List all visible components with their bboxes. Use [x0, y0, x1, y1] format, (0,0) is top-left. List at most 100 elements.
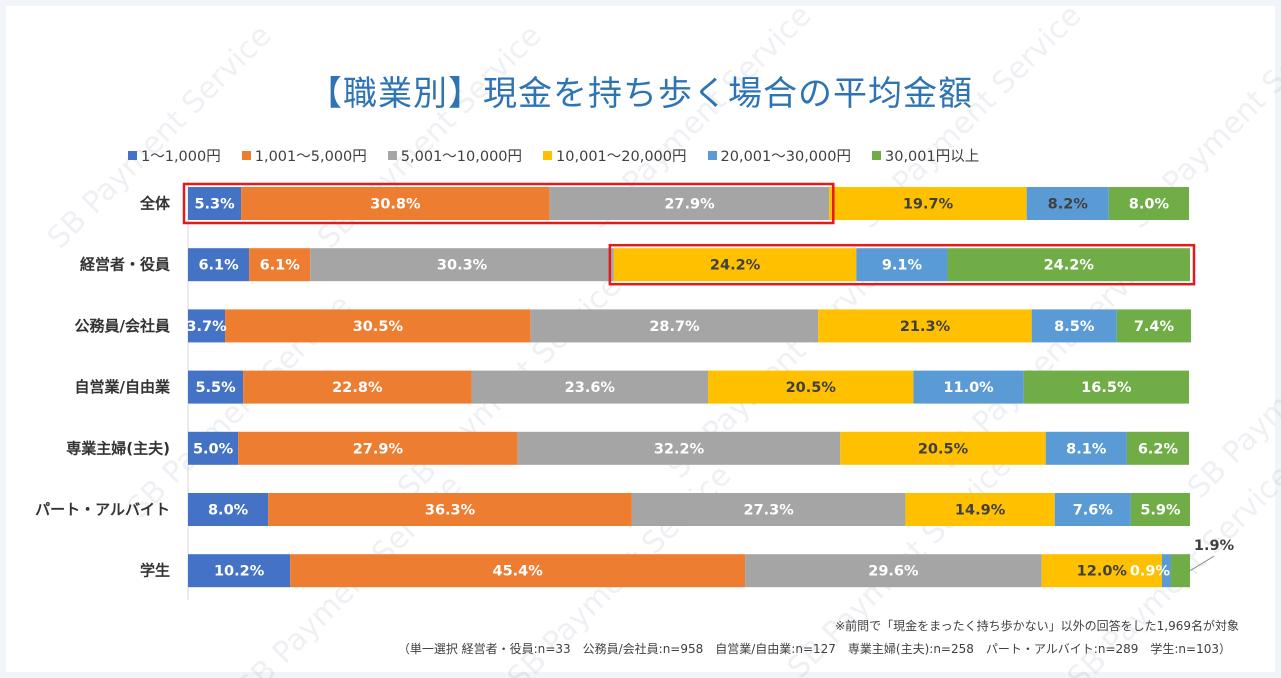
legend-item: 5,001～10,000円 — [387, 145, 523, 166]
bar-segment — [188, 248, 250, 282]
category-label: パート・アルバイト — [35, 501, 170, 519]
bar-segment — [249, 248, 311, 282]
bar-segment — [549, 187, 830, 220]
bar-segment — [1170, 554, 1190, 588]
bar-segment — [1023, 370, 1189, 404]
legend-item: 1～1,000円 — [128, 145, 221, 166]
data-label: 24.2% — [710, 258, 761, 274]
data-label: 7.4% — [1134, 319, 1175, 335]
data-label: 5.3% — [194, 197, 235, 213]
data-label: 24.2% — [1044, 258, 1095, 274]
data-label: 32.2% — [654, 441, 705, 457]
legend-swatch — [707, 150, 717, 160]
category-label: 経営者・役員 — [80, 256, 170, 274]
bar-segment — [241, 187, 550, 220]
legend-label: 5,001～10,000円 — [400, 148, 523, 165]
category-label: 自営業/自由業 — [75, 378, 171, 396]
category-label: 公務員/会社員 — [75, 317, 170, 335]
data-label: 12.0% — [1077, 564, 1128, 580]
bar-segment — [188, 554, 291, 588]
data-label: 22.8% — [332, 380, 383, 396]
data-label: 30.5% — [353, 319, 404, 335]
bar-segment — [188, 493, 269, 526]
legend-label: 1～1,000円 — [141, 148, 221, 165]
bar-segment — [840, 431, 1046, 465]
data-label: 5.0% — [193, 441, 234, 457]
bar-segment — [745, 554, 1042, 588]
data-label: 27.3% — [744, 503, 795, 519]
data-label: 8.0% — [208, 503, 249, 519]
bar-segment — [1041, 554, 1162, 588]
legend-item: 20,001～30,000円 — [707, 145, 851, 166]
data-label: 16.5% — [1081, 380, 1132, 396]
bar-segment — [188, 187, 242, 220]
bar-segment — [1161, 554, 1171, 588]
data-label: 11.0% — [943, 380, 994, 396]
data-label: 20.5% — [786, 380, 837, 396]
data-label: 30.3% — [437, 258, 488, 274]
data-label: 30.8% — [370, 197, 421, 213]
data-label: 8.2% — [1048, 197, 1089, 213]
category-label: 学生 — [140, 562, 170, 580]
legend-swatch — [872, 150, 881, 160]
data-label: 5.9% — [1140, 503, 1181, 519]
data-labels: 5.3% 30.8% 27.9% 19.7% 8.2% 8.0% 6.1% 6.1% 30.3%… — [186, 197, 1234, 580]
bar-segment — [818, 309, 1032, 343]
chart-title: 【職業別】現金を持ち歩く場合の平均金額 — [308, 74, 973, 114]
bar-segment — [613, 248, 857, 282]
bar-segment — [225, 309, 531, 343]
bar-segment — [268, 493, 632, 526]
footnote-sample-sizes: （単一選択 経営者・役員:n=33 公務員/会社員:n=958 自営業/自由業:… — [397, 642, 1231, 656]
data-label: 6.1% — [198, 258, 239, 274]
bar-segment — [1126, 431, 1189, 465]
bar-segment — [517, 431, 841, 465]
bar-segment — [1031, 309, 1117, 343]
bar-segment — [708, 370, 914, 404]
data-label: 21.3% — [900, 319, 951, 335]
legend-label: 30,001円以上 — [885, 148, 980, 165]
data-label: 19.7% — [903, 197, 954, 213]
legend-swatch — [241, 150, 251, 160]
bar-segment — [905, 493, 1055, 526]
bar-segments — [188, 187, 1192, 588]
legend-item: 30,001円以上 — [872, 145, 979, 166]
leader-line — [1189, 555, 1215, 572]
data-label: 0.9% — [1130, 564, 1171, 580]
legend-swatch — [543, 150, 553, 160]
category-label: 全体 — [139, 195, 171, 213]
data-label: 1.9% — [1194, 538, 1235, 554]
data-label: 20.5% — [918, 441, 969, 457]
data-label: 6.2% — [1138, 441, 1179, 457]
data-label: 8.0% — [1129, 197, 1170, 213]
bar-segment — [238, 431, 518, 465]
legend-label: 1,001～5,000円 — [254, 148, 367, 165]
category-label: 専業主婦(主夫) — [66, 439, 170, 457]
bar-segment — [1130, 493, 1190, 526]
bar-segment — [631, 493, 906, 526]
data-label: 29.6% — [868, 564, 919, 580]
data-label: 14.9% — [955, 503, 1006, 519]
data-label: 45.4% — [493, 564, 544, 580]
data-label: 3.7% — [186, 319, 227, 335]
legend-swatch — [128, 150, 137, 160]
data-label: 7.6% — [1073, 503, 1114, 519]
legend: 1～1,000円 1,001～5,000円 5,001～10,000円 10,001～… — [128, 145, 1000, 165]
data-label: 6.1% — [260, 258, 301, 274]
legend-item: 1,001～5,000円 — [241, 145, 367, 166]
bar-segment — [530, 309, 819, 343]
data-label: 28.7% — [649, 319, 700, 335]
bar-segment — [188, 431, 239, 465]
bar-segment — [1108, 187, 1189, 220]
legend-swatch — [387, 150, 397, 160]
data-label: 8.5% — [1054, 319, 1095, 335]
bar-segment — [1026, 187, 1109, 220]
bar-segment — [188, 309, 226, 343]
data-label: 8.1% — [1066, 441, 1107, 457]
highlight-box — [182, 182, 835, 225]
bar-segment — [1116, 309, 1192, 343]
bar-segment — [1054, 493, 1131, 526]
bar-segment — [856, 248, 948, 282]
data-label: 27.9% — [664, 197, 715, 213]
data-label: 5.5% — [195, 380, 236, 396]
